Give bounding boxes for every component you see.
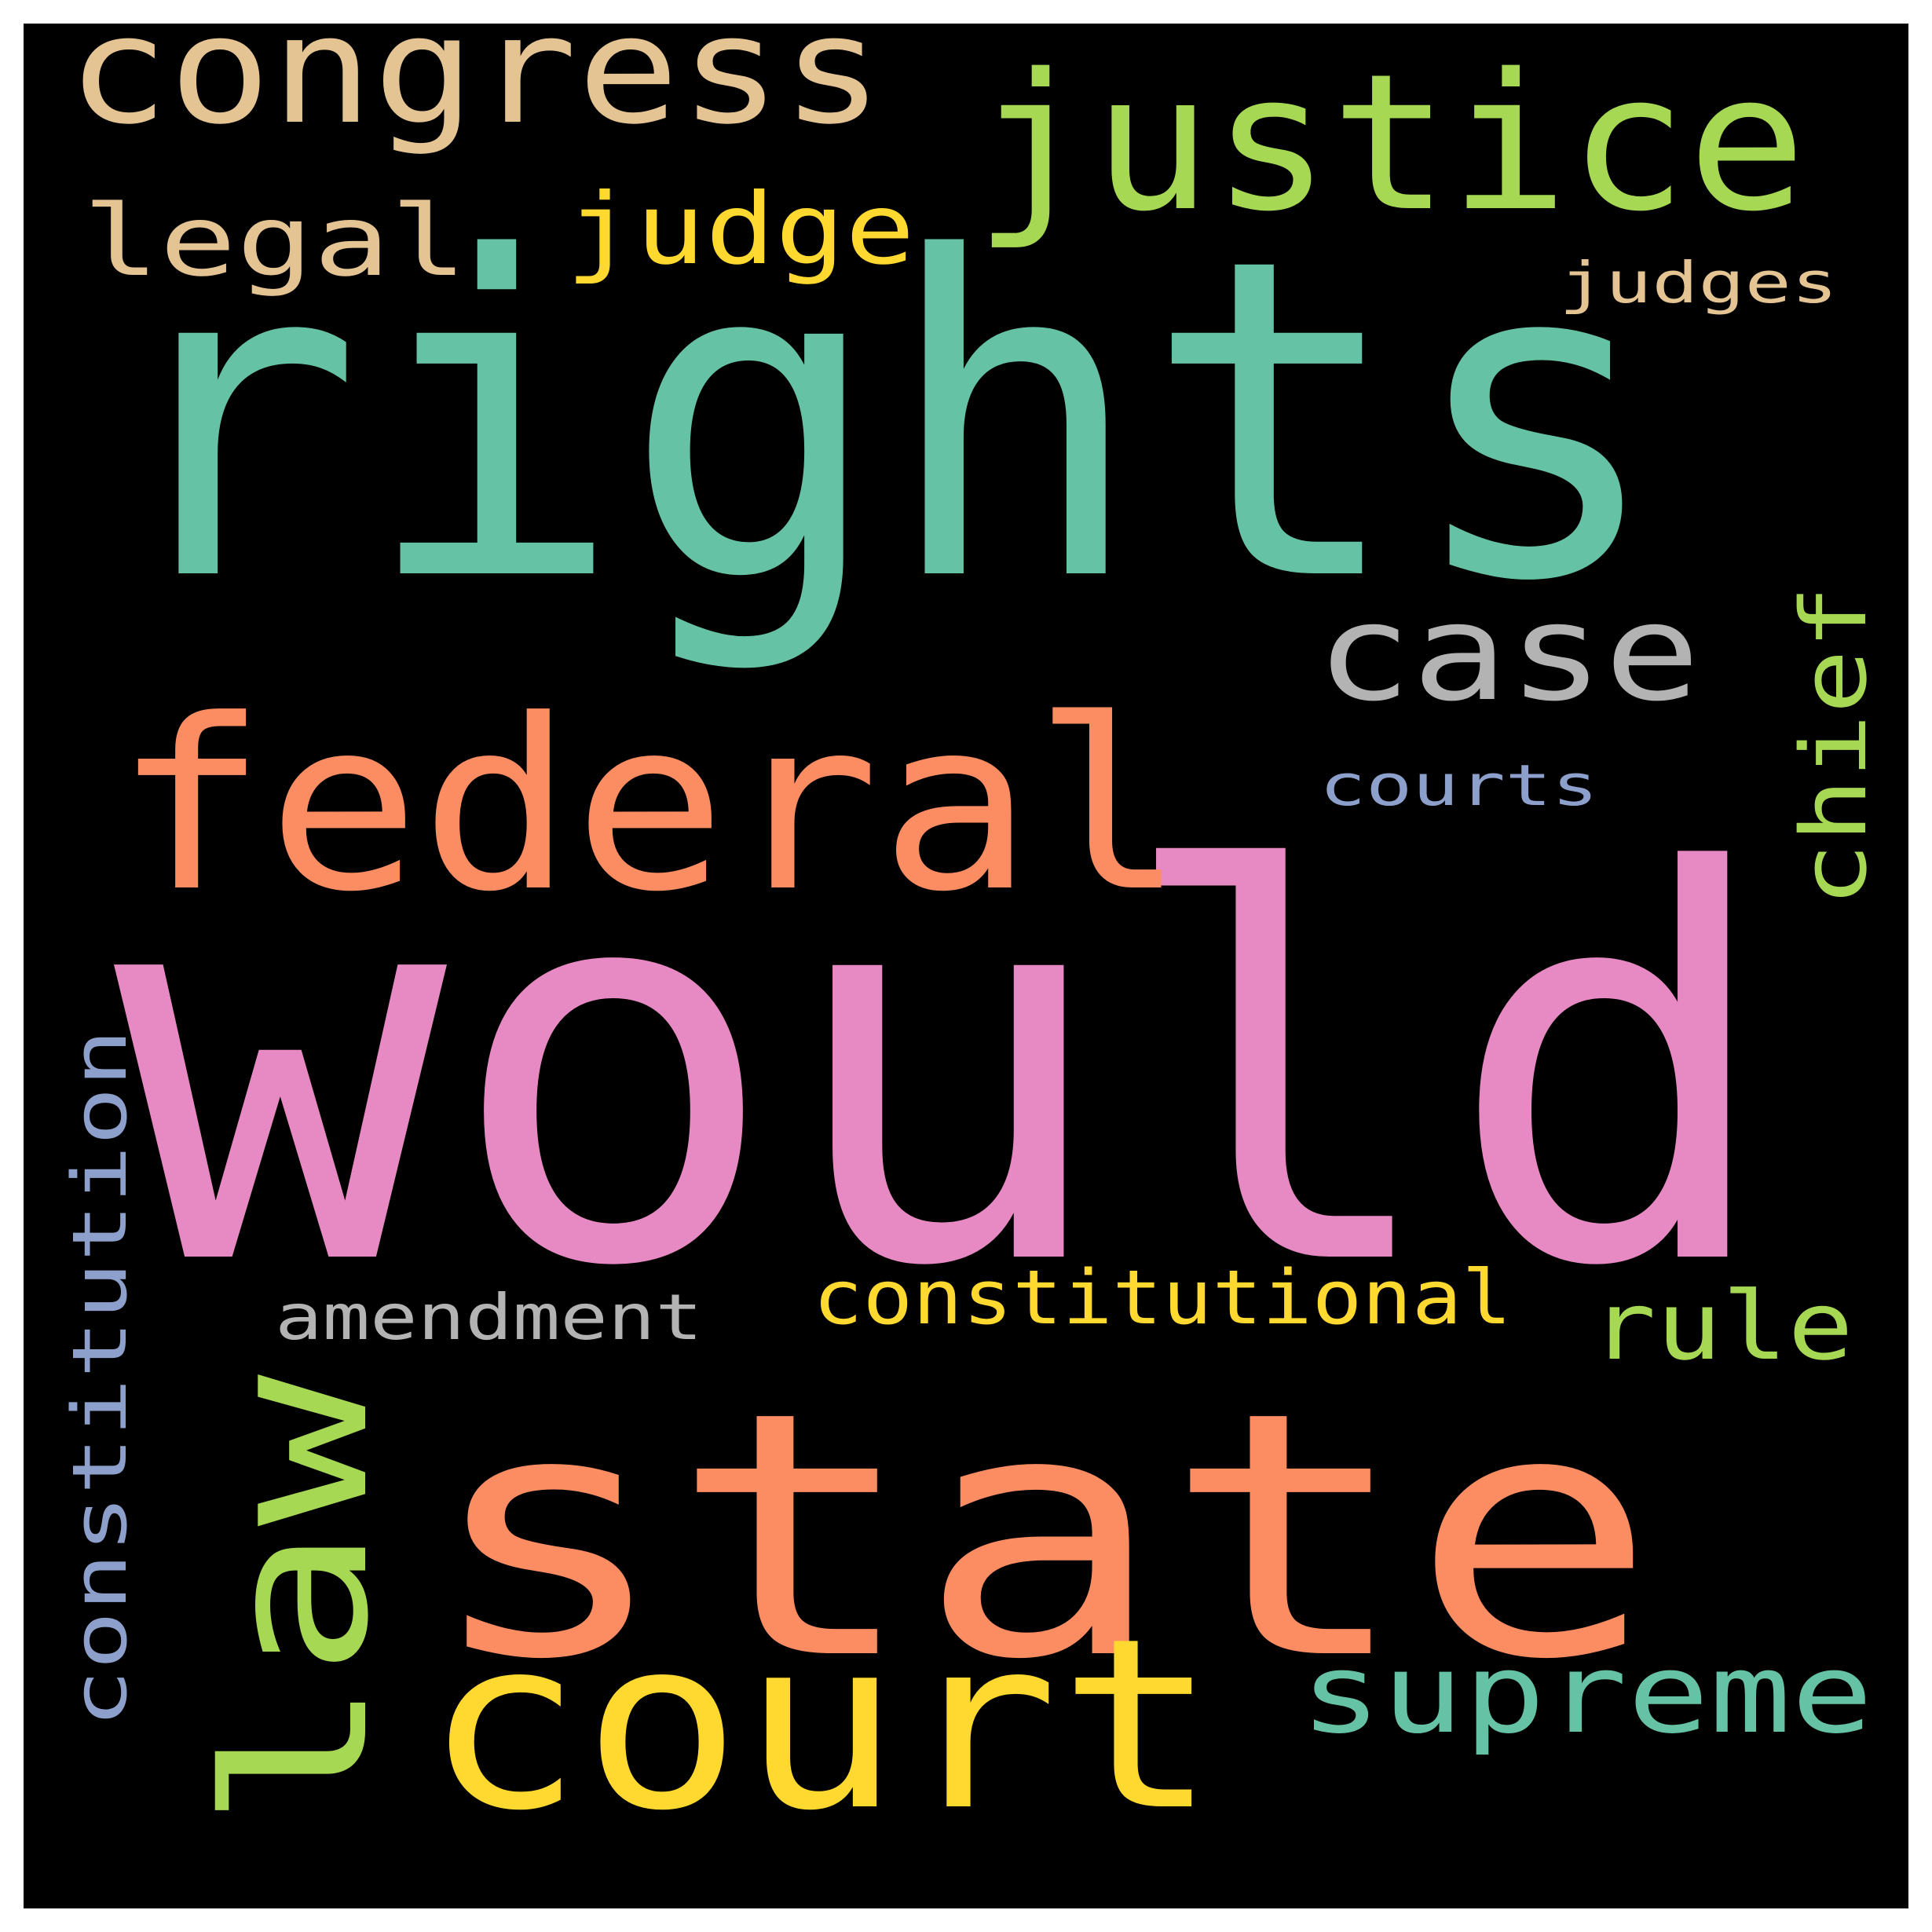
word-legal: legal	[82, 185, 467, 298]
word-court: court	[424, 1588, 1217, 1862]
word-chief: chief	[1782, 585, 1887, 907]
word-constitutional: constitutional	[813, 1255, 1512, 1341]
word-justice: justice	[974, 33, 1806, 253]
word-cloud-canvas: would rights state federal court law jus…	[24, 24, 1908, 1908]
word-amendment: amendment	[275, 1281, 703, 1354]
word-rule: rule	[1590, 1272, 1853, 1381]
word-judges: judges	[1559, 250, 1838, 316]
word-constitution: constitution	[57, 1029, 144, 1728]
word-federal: federal	[114, 669, 1186, 943]
word-law: law	[183, 1374, 412, 1830]
word-courts: courts	[1319, 752, 1598, 818]
word-state: state	[424, 1341, 1657, 1733]
word-rights: rights	[102, 166, 1665, 678]
word-would: would	[114, 762, 1779, 1383]
word-cloud: would rights state federal court law jus…	[57, 24, 1887, 1862]
word-judge: judge	[565, 173, 915, 287]
word-congress: congress	[67, 24, 884, 157]
word-case: case	[1315, 576, 1700, 731]
word-supreme: supreme	[1300, 1630, 1873, 1758]
